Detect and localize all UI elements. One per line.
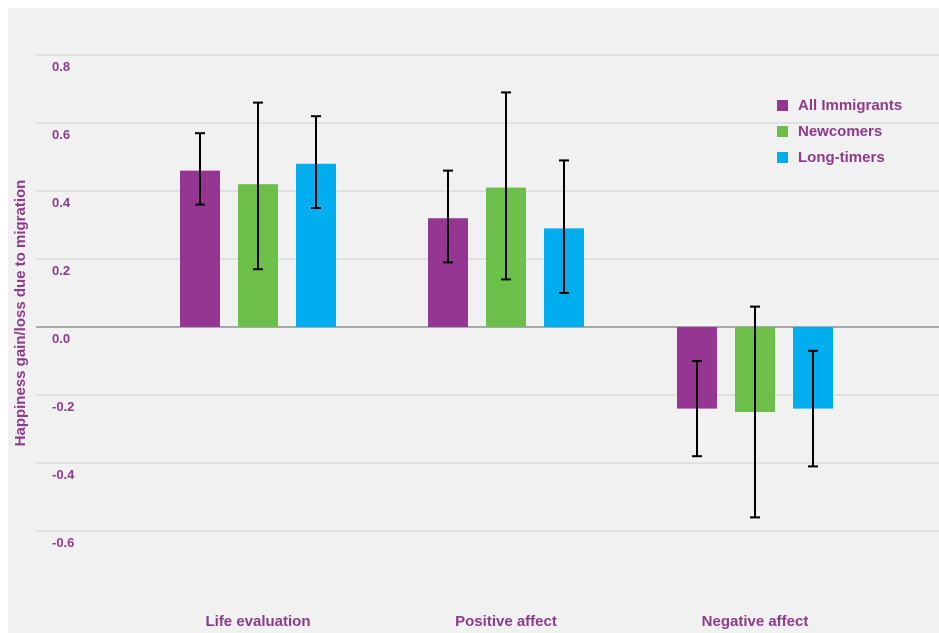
legend-label: Long-timers — [798, 149, 885, 166]
y-axis-title: Happiness gain/loss due to migration — [12, 180, 29, 447]
error-bar — [253, 101, 263, 271]
error-bar — [692, 360, 702, 458]
category-labels: Life evaluation Positive affect Negative a… — [205, 613, 808, 630]
y-tick-labels: -0.6 -0.4 -0.2 0.0 0.2 0.4 0.6 0.8 — [52, 59, 75, 550]
legend-swatch — [777, 100, 788, 111]
y-tick-label: 0.2 — [52, 263, 70, 278]
legend-swatch — [777, 152, 788, 163]
category-label: Negative affect — [702, 613, 809, 630]
legend-item: All Immigrants — [777, 97, 902, 114]
y-tick-label: -0.4 — [52, 467, 75, 482]
legend: All Immigrants Newcomers Long-timers — [777, 97, 902, 166]
error-bar — [750, 305, 760, 519]
y-tick-label: 0.0 — [52, 331, 70, 346]
y-tick-label: -0.6 — [52, 535, 74, 550]
category-label: Positive affect — [455, 613, 557, 630]
y-tick-label: 0.4 — [52, 195, 71, 210]
y-tick-label: -0.2 — [52, 399, 74, 414]
error-bar — [311, 115, 321, 209]
category-label: Life evaluation — [205, 613, 310, 630]
legend-item: Newcomers — [777, 123, 882, 140]
error-bar — [443, 169, 453, 264]
y-tick-label: 0.6 — [52, 127, 70, 142]
y-tick-label: 0.8 — [52, 59, 70, 74]
chart-frame — [8, 8, 939, 633]
legend-label: All Immigrants — [798, 97, 902, 114]
legend-item: Long-timers — [777, 149, 885, 166]
error-bar — [501, 91, 511, 281]
error-bar — [195, 132, 205, 206]
error-bar — [559, 159, 569, 294]
error-bars — [195, 91, 818, 519]
legend-swatch — [777, 126, 788, 137]
legend-label: Newcomers — [798, 123, 882, 140]
error-bar — [808, 349, 818, 468]
